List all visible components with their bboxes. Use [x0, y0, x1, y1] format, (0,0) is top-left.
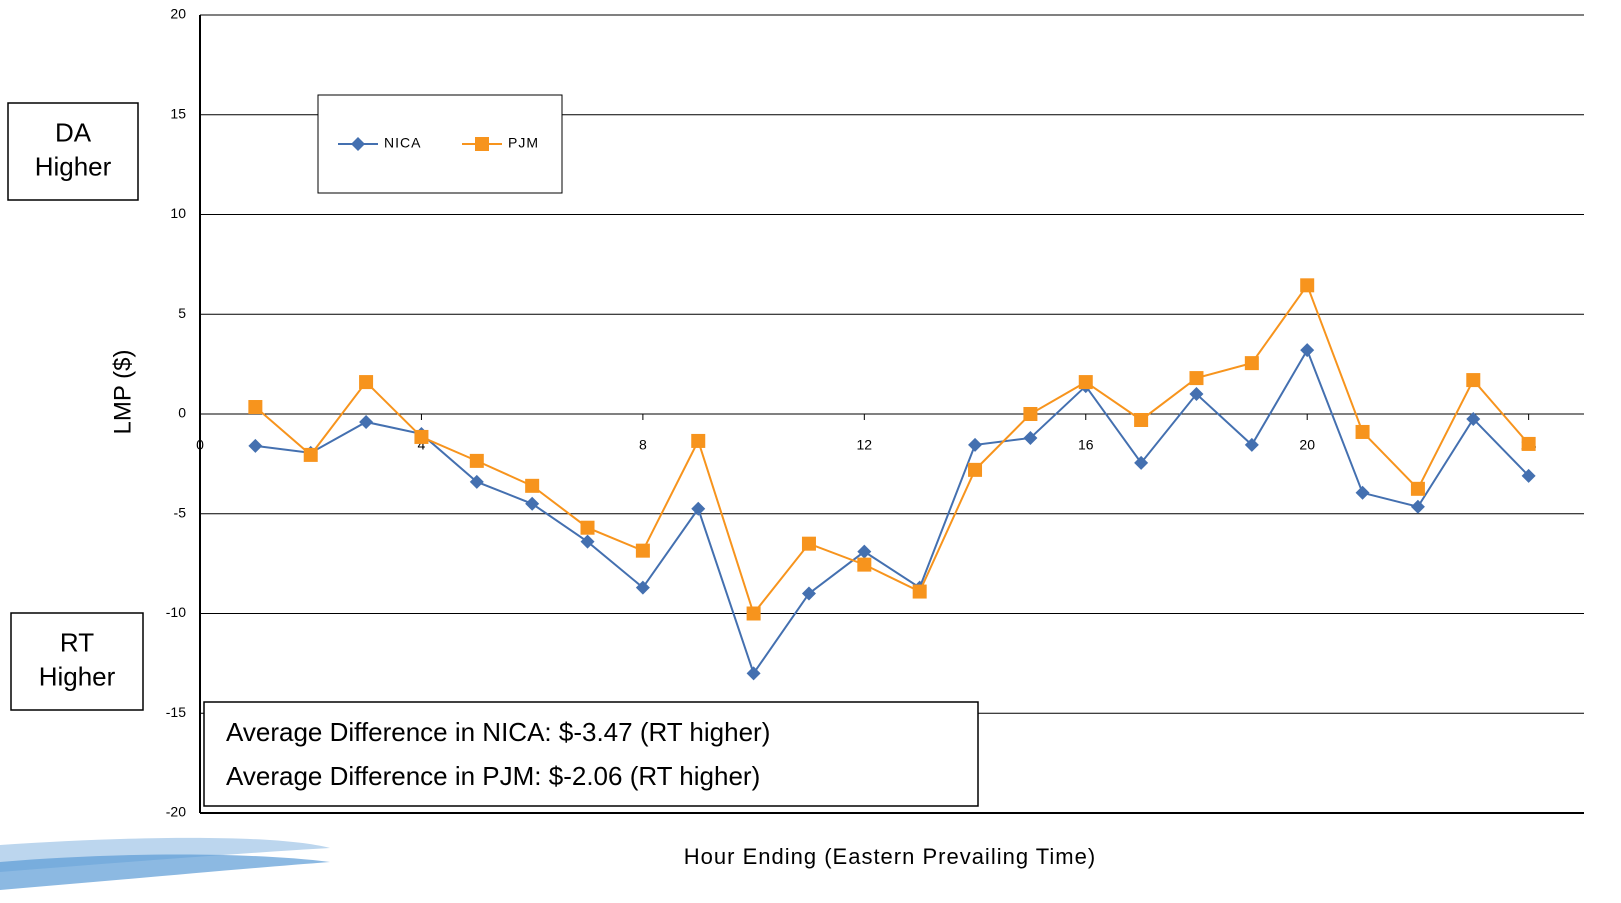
data-point — [580, 534, 595, 549]
data-point — [968, 437, 983, 452]
data-point — [1023, 407, 1038, 421]
data-point — [1078, 375, 1093, 390]
data-point — [359, 414, 374, 429]
y-tick-label: 5 — [178, 305, 186, 321]
data-point — [1189, 387, 1204, 402]
data-point — [912, 584, 927, 599]
side-label-box — [7, 102, 139, 201]
annotation: Average Difference in PJM: $-2.06 (RT hi… — [226, 761, 760, 791]
data-point — [303, 447, 318, 462]
data-point — [580, 520, 595, 535]
annotation-box — [203, 701, 979, 807]
data-point — [1300, 343, 1315, 358]
data-point — [248, 438, 263, 453]
side-label-box — [10, 612, 144, 711]
y-tick-label: -5 — [174, 504, 187, 520]
data-point — [1189, 371, 1204, 386]
data-point — [1300, 278, 1315, 293]
data-point — [1134, 412, 1149, 427]
data-point — [968, 462, 983, 477]
data-point — [1134, 455, 1149, 470]
data-point — [746, 666, 761, 681]
data-point — [635, 580, 650, 595]
data-point — [1244, 356, 1259, 371]
y-tick-label: 20 — [170, 6, 186, 22]
data-point — [1466, 411, 1481, 426]
data-point — [469, 474, 484, 489]
y-tick-label: 15 — [170, 105, 186, 121]
x-tick-label: 20 — [1299, 437, 1315, 453]
side-label: DA — [55, 117, 92, 147]
y-axis-title: LMP ($) — [109, 350, 136, 435]
data-point — [469, 453, 484, 468]
series-line — [255, 347, 1530, 676]
data-point — [359, 375, 374, 390]
data-point — [414, 429, 429, 444]
side-label: Higher — [35, 151, 112, 181]
x-tick-label: 16 — [1078, 437, 1094, 453]
data-point — [691, 433, 706, 448]
legend-label: NICA — [384, 135, 421, 151]
data-point — [248, 400, 263, 415]
data-point — [1244, 437, 1259, 452]
data-point — [857, 544, 872, 559]
data-point — [1355, 485, 1370, 500]
data-point — [635, 543, 650, 558]
data-point — [1521, 436, 1536, 451]
x-axis-title: Hour Ending (Eastern Prevailing Time) — [684, 844, 1096, 869]
x-tick-label: 4 — [418, 437, 426, 453]
data-point — [525, 478, 540, 493]
y-tick-label: 10 — [170, 205, 186, 221]
y-tick-label: -20 — [166, 804, 186, 820]
side-label: RT — [60, 627, 94, 657]
data-point — [801, 536, 816, 551]
data-point — [691, 501, 706, 516]
data-point — [1410, 499, 1425, 514]
data-point — [1521, 468, 1536, 483]
data-point — [857, 557, 872, 572]
series-line — [254, 283, 1530, 616]
data-point — [1466, 373, 1481, 388]
data-point — [475, 137, 489, 151]
data-point — [1023, 430, 1038, 445]
y-tick-label: -15 — [166, 704, 186, 720]
decor-swoosh — [0, 854, 330, 890]
x-tick-label: 0 — [196, 437, 204, 453]
x-tick-label: 8 — [639, 437, 647, 453]
data-point — [525, 496, 540, 511]
data-point — [1410, 481, 1425, 496]
legend-label: PJM — [508, 135, 539, 151]
data-point — [746, 606, 761, 621]
y-tick-label: -10 — [166, 604, 186, 620]
data-point — [801, 586, 816, 601]
annotation: Average Difference in NICA: $-3.47 (RT h… — [226, 717, 770, 747]
y-tick-label: 0 — [178, 405, 186, 421]
x-tick-label: 12 — [857, 437, 873, 453]
side-label: Higher — [39, 661, 116, 691]
data-point — [1355, 424, 1370, 439]
data-point — [351, 137, 365, 151]
